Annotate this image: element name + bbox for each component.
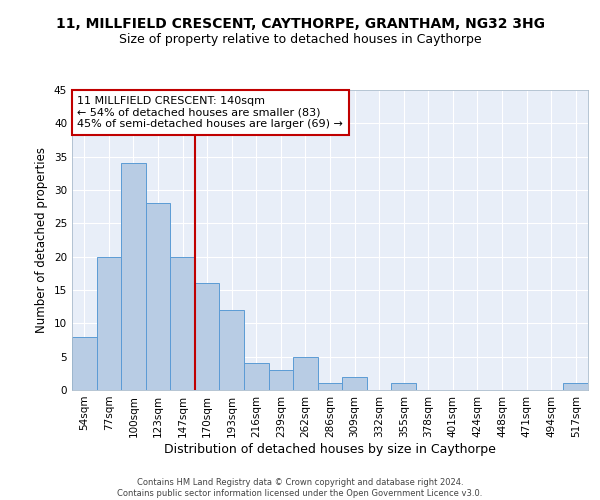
- Text: Contains HM Land Registry data © Crown copyright and database right 2024.
Contai: Contains HM Land Registry data © Crown c…: [118, 478, 482, 498]
- Text: 11, MILLFIELD CRESCENT, CAYTHORPE, GRANTHAM, NG32 3HG: 11, MILLFIELD CRESCENT, CAYTHORPE, GRANT…: [56, 18, 545, 32]
- Bar: [244, 364, 269, 390]
- Y-axis label: Number of detached properties: Number of detached properties: [35, 147, 49, 333]
- Bar: [220, 310, 244, 390]
- Bar: [318, 384, 342, 390]
- Bar: [146, 204, 170, 390]
- Bar: [195, 284, 220, 390]
- Bar: [97, 256, 121, 390]
- X-axis label: Distribution of detached houses by size in Caythorpe: Distribution of detached houses by size …: [164, 442, 496, 456]
- Text: 11 MILLFIELD CRESCENT: 140sqm
← 54% of detached houses are smaller (83)
45% of s: 11 MILLFIELD CRESCENT: 140sqm ← 54% of d…: [77, 96, 343, 129]
- Bar: [72, 336, 97, 390]
- Bar: [342, 376, 367, 390]
- Bar: [269, 370, 293, 390]
- Bar: [121, 164, 146, 390]
- Bar: [563, 384, 588, 390]
- Bar: [293, 356, 318, 390]
- Bar: [391, 384, 416, 390]
- Bar: [170, 256, 195, 390]
- Text: Size of property relative to detached houses in Caythorpe: Size of property relative to detached ho…: [119, 32, 481, 46]
